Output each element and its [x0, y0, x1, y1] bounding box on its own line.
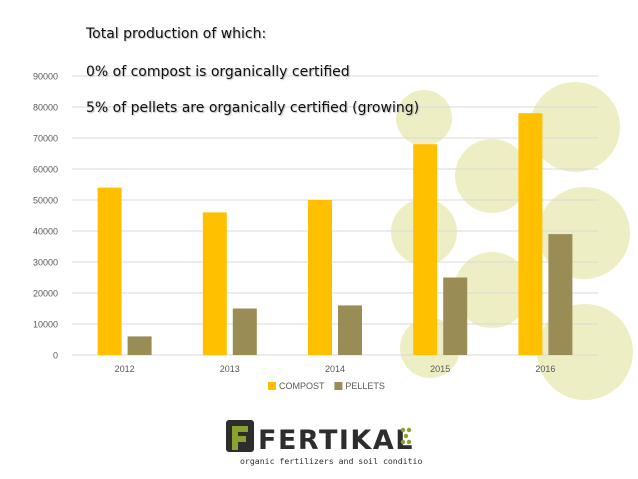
fertikal-logo: FERTIKAL organic fertilizers and soil co…: [226, 420, 422, 466]
logo-dots-icon: [400, 427, 412, 445]
bar-compost-2015: [413, 144, 438, 355]
y-tick-label-90000: 90000: [33, 72, 58, 82]
note-compost-certified: 0% of compost is organically certified: [86, 64, 350, 80]
chart-bars: [97, 113, 573, 355]
y-tick-label-20000: 20000: [33, 289, 58, 299]
legend-swatch-compost: [268, 382, 276, 390]
chart-legend: COMPOST PELLETS: [268, 381, 385, 391]
bar-pellets-2016: [548, 234, 573, 355]
y-tick-label-50000: 50000: [33, 196, 58, 206]
y-tick-label-0: 0: [53, 351, 58, 361]
logo-tagline: organic fertilizers and soil conditioner…: [240, 456, 422, 466]
legend-label-pellets: PELLETS: [345, 381, 385, 391]
y-tick-label-80000: 80000: [33, 103, 58, 113]
bar-pellets-2015: [443, 277, 468, 355]
bar-pellets-2013: [232, 308, 257, 355]
decor-circle-4: [454, 252, 530, 328]
x-axis-tick-labels: 2012 2013 2014 2015 2016: [115, 364, 556, 374]
y-tick-label-10000: 10000: [33, 320, 58, 330]
bar-compost-2014: [308, 200, 332, 355]
bar-compost-2016: [518, 113, 543, 355]
y-tick-label-30000: 30000: [33, 258, 58, 268]
y-tick-label-70000: 70000: [33, 134, 58, 144]
decor-circle-1: [455, 139, 529, 213]
note-total-production: Total production of which:: [86, 26, 267, 42]
y-tick-label-40000: 40000: [33, 227, 58, 237]
x-tick-label-2012: 2012: [115, 364, 135, 374]
decor-circle-7: [396, 90, 452, 146]
decor-circle-0: [530, 82, 620, 172]
chart-gridlines: [72, 75, 598, 356]
bar-compost-2013: [202, 212, 227, 355]
note-pellets-certified: 5% of pellets are organically certified …: [86, 100, 420, 116]
legend-swatch-pellets: [334, 382, 343, 390]
y-tick-label-60000: 60000: [33, 165, 58, 175]
y-axis-tick-labels: 0 10000 20000 30000 40000 50000 60000 70000 8000…: [33, 72, 58, 361]
x-tick-label-2016: 2016: [535, 364, 555, 374]
x-tick-label-2013: 2013: [220, 364, 240, 374]
bar-pellets-2012: [127, 336, 152, 355]
legend-label-compost: COMPOST: [279, 381, 325, 391]
bar-pellets-2014: [338, 305, 362, 355]
logo-f-emblem-icon: [226, 420, 254, 452]
logo-wordmark: FERTIKAL: [258, 425, 414, 456]
x-tick-label-2015: 2015: [430, 364, 450, 374]
bar-compost-2012: [97, 187, 122, 355]
x-tick-label-2014: 2014: [325, 364, 345, 374]
